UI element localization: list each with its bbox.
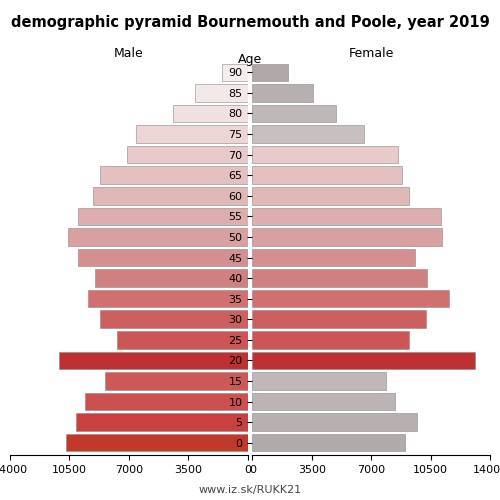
Bar xyxy=(95,270,248,287)
Bar xyxy=(222,64,248,81)
Bar xyxy=(252,187,408,204)
Bar xyxy=(252,249,416,266)
Text: demographic pyramid Bournemouth and Poole, year 2019: demographic pyramid Bournemouth and Pool… xyxy=(10,15,490,30)
Bar xyxy=(76,414,248,431)
Bar xyxy=(252,146,398,164)
Bar xyxy=(59,352,248,369)
Text: www.iz.sk/RUKK21: www.iz.sk/RUKK21 xyxy=(198,485,302,495)
Bar xyxy=(252,228,442,246)
Bar xyxy=(78,249,247,266)
Bar xyxy=(136,126,248,143)
Bar xyxy=(252,310,426,328)
Bar xyxy=(252,166,402,184)
Bar xyxy=(252,414,417,431)
Bar xyxy=(252,290,450,308)
Bar xyxy=(252,352,474,369)
Bar xyxy=(252,104,336,122)
Bar xyxy=(117,331,248,348)
Bar xyxy=(252,208,441,225)
Bar xyxy=(252,126,364,143)
Bar xyxy=(252,270,427,287)
Bar xyxy=(93,187,248,204)
Bar xyxy=(252,84,314,102)
Bar xyxy=(66,434,248,452)
Bar xyxy=(195,84,248,102)
Bar xyxy=(173,104,248,122)
X-axis label: Female: Female xyxy=(348,47,394,60)
Bar xyxy=(78,208,247,225)
Text: Age: Age xyxy=(238,52,262,66)
Bar xyxy=(252,64,288,81)
Bar xyxy=(252,434,405,452)
Bar xyxy=(84,393,247,410)
Bar xyxy=(105,372,248,390)
X-axis label: Male: Male xyxy=(114,47,144,60)
Bar xyxy=(100,166,248,184)
Bar xyxy=(100,310,248,328)
Bar xyxy=(252,393,395,410)
Bar xyxy=(252,372,386,390)
Bar xyxy=(88,290,248,308)
Bar xyxy=(127,146,248,164)
Bar xyxy=(252,331,408,348)
Bar xyxy=(68,228,248,246)
